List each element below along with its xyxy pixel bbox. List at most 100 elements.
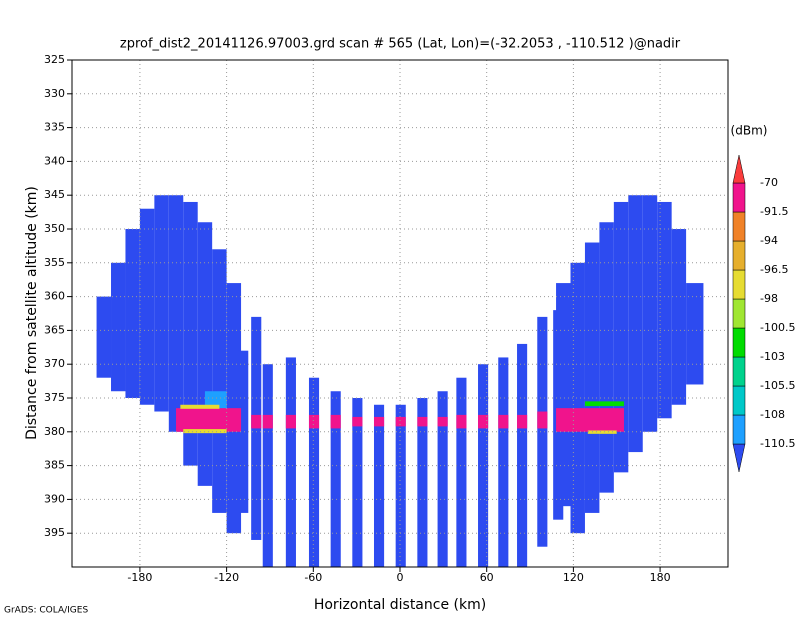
y-tick-label: 345: [44, 188, 65, 201]
cell: [285, 357, 296, 567]
y-tick-label: 380: [44, 425, 65, 438]
colorbar-segment: [732, 269, 746, 300]
cell: [373, 416, 385, 427]
colorbar-segment: [732, 356, 746, 387]
cell: [183, 429, 227, 434]
cell: [456, 414, 467, 429]
cell: [212, 249, 227, 513]
colorbar-label: (dBm): [731, 124, 768, 138]
x-tick-label: -120: [214, 571, 239, 584]
colorbar-segment: [732, 385, 746, 416]
cell: [197, 222, 213, 486]
cell: [262, 364, 273, 567]
colorbar-tick-label: -108: [760, 408, 785, 421]
y-tick-label: 330: [44, 87, 65, 100]
cell: [96, 296, 112, 378]
cell: [262, 414, 273, 429]
cell: [395, 416, 406, 427]
cell: [584, 401, 624, 407]
cell: [226, 283, 242, 534]
cell: [498, 414, 509, 429]
cell: [587, 430, 617, 434]
cell: [125, 229, 140, 398]
cell: [154, 195, 169, 412]
colorbar-tick-label: -110.5: [760, 437, 795, 450]
colorbar-segment: [732, 211, 746, 242]
cell: [478, 364, 489, 567]
cell: [498, 357, 509, 567]
x-tick-label: -60: [304, 571, 322, 584]
cell: [437, 416, 448, 427]
y-tick-label: 375: [44, 391, 65, 404]
chart-title: zprof_dist2_20141126.97003.grd scan # 56…: [120, 37, 681, 52]
plot-frame: [71, 59, 729, 568]
y-axis-label: Distance from satellite altitude (km): [24, 186, 40, 440]
cell: [456, 377, 467, 567]
footer: GrADS: COLA/IGES: [4, 606, 88, 616]
colorbar-tick-label: -103: [760, 350, 785, 363]
cell: [330, 414, 341, 429]
cell: [556, 408, 624, 432]
colorbar-segment: [732, 414, 746, 445]
colorbar-segment: [732, 182, 746, 213]
colorbar-tick-label: -70: [760, 176, 778, 189]
cell: [537, 316, 548, 547]
cell: [657, 201, 672, 419]
y-tick-label: 360: [44, 290, 65, 303]
cell: [671, 229, 687, 405]
colorbar-tick-label: -100.5: [760, 321, 795, 334]
colorbar-tick-label: -91.5: [760, 205, 788, 218]
cell: [556, 283, 571, 507]
y-tick-label: 365: [44, 323, 65, 336]
cell: [176, 408, 242, 432]
x-tick-label: 180: [650, 571, 671, 584]
cell: [285, 414, 296, 429]
cell: [628, 195, 643, 453]
x-tick-label: 120: [563, 571, 584, 584]
colorbar-segment: [732, 240, 746, 271]
colorbar-tick-label: -98: [760, 292, 778, 305]
cell: [642, 195, 658, 432]
cell: [686, 283, 704, 385]
cell: [168, 195, 184, 432]
cell: [570, 262, 585, 534]
colorbar-tick-label: -96.5: [760, 263, 788, 276]
y-tick-label: 370: [44, 357, 65, 370]
y-tick-label: 340: [44, 154, 65, 167]
cell: [537, 411, 548, 429]
cell: [308, 377, 320, 567]
y-tick-label: 355: [44, 256, 65, 269]
cell: [517, 343, 528, 567]
cell: [373, 404, 385, 567]
cell: [417, 398, 428, 567]
x-tick-label: 60: [480, 571, 494, 584]
cell: [395, 404, 406, 567]
cell: [308, 414, 320, 429]
cell: [352, 416, 363, 427]
colorbar-tick-label: -94: [760, 234, 778, 247]
colorbar-segment: [732, 327, 746, 358]
cell: [111, 262, 126, 392]
cell: [139, 208, 155, 405]
y-tick-label: 325: [44, 53, 65, 66]
y-tick-label: 350: [44, 222, 65, 235]
cell: [437, 391, 448, 567]
y-tick-label: 395: [44, 526, 65, 539]
cell: [251, 414, 262, 429]
colorbar-end: [732, 154, 746, 184]
cell: [417, 416, 428, 427]
y-tick-label: 385: [44, 459, 65, 472]
cell: [478, 414, 489, 429]
cell: [238, 350, 249, 513]
cell: [352, 398, 363, 567]
colorbar-tick-label: -105.5: [760, 379, 795, 392]
cell: [183, 201, 198, 466]
y-tick-label: 390: [44, 492, 65, 505]
x-tick-label: 0: [397, 571, 404, 584]
cell: [517, 414, 528, 429]
cell: [584, 242, 600, 513]
cell: [330, 391, 341, 567]
cell: [599, 222, 614, 493]
x-axis-label: Horizontal distance (km): [314, 597, 486, 613]
